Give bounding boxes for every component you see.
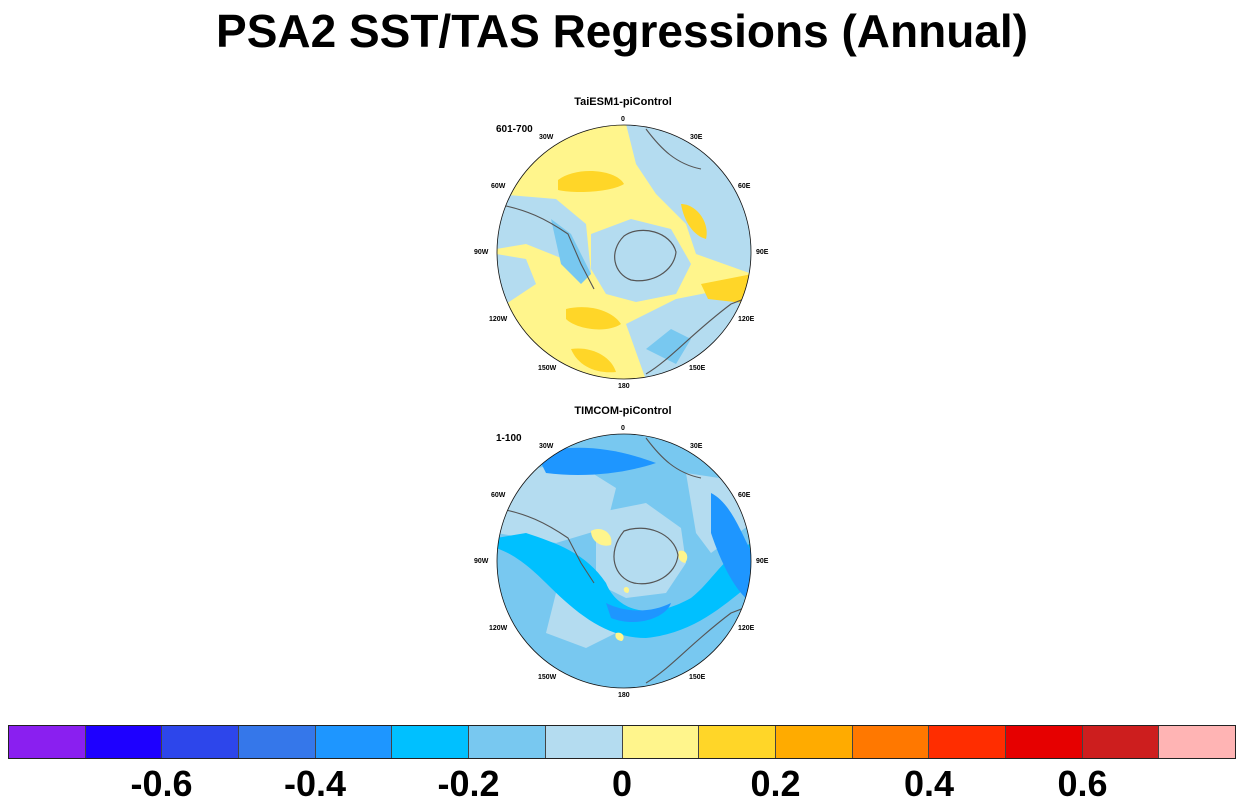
panel-1-title: TaiESM1-piControl <box>574 96 672 108</box>
panel-2-lon-label-60e: 60E <box>738 492 751 499</box>
panel-1-lon-label-90w: 90W <box>474 249 489 256</box>
panel-2-polar-map <box>496 433 752 689</box>
colorbar-tick-label: -0.4 <box>283 763 347 804</box>
panel-1-lon-label-60e: 60E <box>738 183 751 190</box>
colorbar-tick-label: 0 <box>611 763 633 804</box>
panel-2-lon-label-90w: 90W <box>474 558 489 565</box>
panel-1-lon-label-30w: 30W <box>539 134 554 141</box>
colorbar-box <box>622 726 700 758</box>
colorbar-box <box>852 726 930 758</box>
colorbar-box <box>9 726 86 758</box>
figure-title: PSA2 SST/TAS Regressions (Annual) <box>216 5 1028 57</box>
panel-2-lon-label-120w: 120W <box>489 625 508 632</box>
panel-2-lon-label-150w: 150W <box>538 674 557 681</box>
panel-1-lon-label-30e: 30E <box>690 134 703 141</box>
colorbar-box <box>392 726 470 758</box>
panel-1-lon-label-180: 180 <box>618 383 630 390</box>
panel-1-lon-label-120w: 120W <box>489 316 508 323</box>
colorbar-box <box>162 726 240 758</box>
colorbar-box <box>315 726 393 758</box>
panel-2-lon-label-30e: 30E <box>690 443 703 450</box>
colorbar-tick-label: 0.2 <box>750 763 801 804</box>
panel-1-lon-label-0: 0 <box>621 116 625 123</box>
colorbar-box <box>699 726 776 758</box>
panel-1-lon-label-90e: 90E <box>756 249 769 256</box>
colorbar-box <box>1159 726 1235 758</box>
panel-2-lon-label-0: 0 <box>621 425 625 432</box>
panel-2-lon-label-60w: 60W <box>491 492 506 499</box>
panel-1-lon-label-150w: 150W <box>538 365 557 372</box>
panel-1-lon-label-150e: 150E <box>689 365 706 372</box>
colorbar-tick-label: 0.6 <box>1057 763 1108 804</box>
colorbar-box <box>545 726 623 758</box>
colorbar-box <box>775 726 853 758</box>
colorbar-box <box>929 726 1006 758</box>
colorbar-box <box>1082 726 1160 758</box>
panel-1-lon-label-60w: 60W <box>491 183 506 190</box>
colorbar <box>8 725 1236 759</box>
panel-1-period: 601-700 <box>496 124 533 135</box>
colorbar-tick-label: -0.6 <box>130 763 193 804</box>
colorbar-tick-label: 0.4 <box>903 763 955 804</box>
colorbar-tick-label: -0.2 <box>437 763 500 804</box>
panel-2-title: TIMCOM-piControl <box>574 405 672 417</box>
colorbar-box <box>85 726 163 758</box>
panel-2-lon-label-120e: 120E <box>738 625 755 632</box>
panel-2-lon-label-90e: 90E <box>756 558 769 565</box>
colorbar-box <box>469 726 546 758</box>
panel-2-lon-label-150e: 150E <box>689 674 706 681</box>
colorbar-box <box>239 726 316 758</box>
panel-2-period: 1-100 <box>496 433 522 444</box>
panel-2-lon-label-30w: 30W <box>539 443 554 450</box>
panel-2-lon-label-180: 180 <box>618 692 630 699</box>
panel-1-lon-label-120e: 120E <box>738 316 755 323</box>
panel-1-polar-map <box>496 124 752 380</box>
colorbar-box <box>1005 726 1083 758</box>
